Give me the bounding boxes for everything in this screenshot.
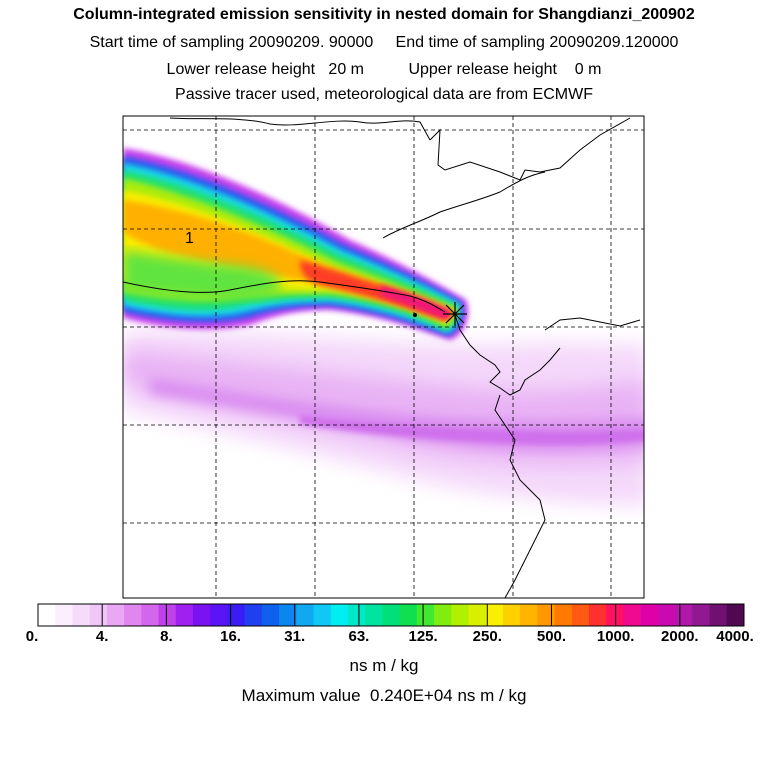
release-height-line: Lower release height 20 m Upper release … (166, 61, 602, 78)
colorbar-tick-label: 0. (25, 628, 39, 645)
colorbar-swatch (640, 604, 659, 626)
map-frame (122, 115, 645, 599)
city-dot (413, 313, 417, 317)
colorbar-units: ns m / kg (349, 656, 419, 675)
coastlines (123, 117, 641, 598)
colorbar-swatch (141, 604, 159, 626)
colorbar-swatch (124, 604, 142, 626)
receptor-star-marker (443, 302, 467, 326)
colorbar-swatch (347, 604, 366, 626)
colorbar-swatch (520, 604, 538, 626)
colorbar-swatch (554, 604, 573, 626)
colorbar-swatch (55, 604, 73, 626)
colorbar-swatch (709, 604, 728, 626)
colorbar-swatch (675, 604, 693, 626)
colorbar-swatch (210, 604, 228, 626)
colorbar-swatch (537, 604, 555, 626)
colorbar-swatch (726, 604, 745, 626)
colorbar-swatch (279, 604, 297, 626)
colorbar-swatch (72, 604, 91, 626)
shandong-coast (544, 317, 641, 331)
colorbar-swatch (244, 604, 263, 626)
colorbar-swatch (382, 604, 401, 626)
colorbar-swatch (330, 604, 349, 626)
colorbar-tick-label: 31. (284, 628, 306, 645)
colorbar-swatch (692, 604, 710, 626)
colorbar-tick-label: 4. (95, 628, 109, 645)
graticule (123, 116, 644, 598)
colorbar-swatch (502, 604, 521, 626)
yellowsea-coast (494, 394, 546, 598)
liaodong-coast (382, 171, 546, 239)
bohai-coast-north (429, 117, 631, 181)
colorbar-tick-label: 1000. (596, 628, 635, 645)
inner-border-line (123, 280, 446, 313)
colorbar-swatch (416, 604, 435, 626)
colorbar-swatch (175, 604, 194, 626)
colorbar-swatch (261, 604, 280, 626)
colorbar-frame (37, 603, 745, 627)
colorbar-swatch (296, 604, 314, 626)
colorbar-swatch (623, 604, 642, 626)
northern-border-line (169, 117, 431, 141)
colorbar-swatch (589, 604, 607, 626)
colorbar-tick-label: 4000. (716, 628, 754, 645)
colorbar-tick-label: 125. (408, 628, 438, 645)
colorbar-swatch (434, 604, 452, 626)
contour-label: 1 (185, 230, 194, 247)
colorbar-swatch (468, 604, 487, 626)
colorbar-tick-label: 16. (220, 628, 241, 645)
colorbar-tick-label: 250. (472, 628, 502, 645)
colorbar-swatch (227, 604, 246, 626)
tracer-info-line: Passive tracer used, meteorological data… (175, 86, 593, 103)
colorbar-swatch (399, 604, 418, 626)
colorbar-swatch (106, 604, 125, 626)
colorbar-swatch (313, 604, 332, 626)
colorbar-tick-label: 2000. (661, 628, 699, 645)
sampling-time-line: Start time of sampling 20090209. 90000 E… (89, 34, 679, 51)
colorbar-swatch (192, 604, 211, 626)
colorbar-swatch (38, 604, 56, 626)
colorbar-swatch (657, 604, 676, 626)
southern-plume-strip (300, 415, 644, 445)
plot-title: Column-integrated emission sensitivity i… (73, 6, 695, 23)
colorbar (37, 604, 745, 626)
colorbar-swatch (451, 604, 469, 626)
colorbar-swatch (158, 604, 177, 626)
colorbar-tick-label: 500. (536, 628, 567, 645)
colorbar-tick-label: 8. (160, 628, 173, 645)
bohai-coast-west (454, 314, 561, 396)
colorbar-swatch (571, 604, 590, 626)
sensitivity-field (123, 148, 644, 505)
maximum-value-line: Maximum value 0.240E+04 ns m / kg (241, 686, 527, 705)
colorbar-tick-label: 63. (348, 628, 370, 645)
colorbar-swatch (606, 604, 624, 626)
colorbar-swatch (365, 604, 383, 626)
colorbar-swatch (89, 604, 108, 626)
northern-plume-green-west (123, 250, 281, 300)
colorbar-swatch (485, 604, 504, 626)
